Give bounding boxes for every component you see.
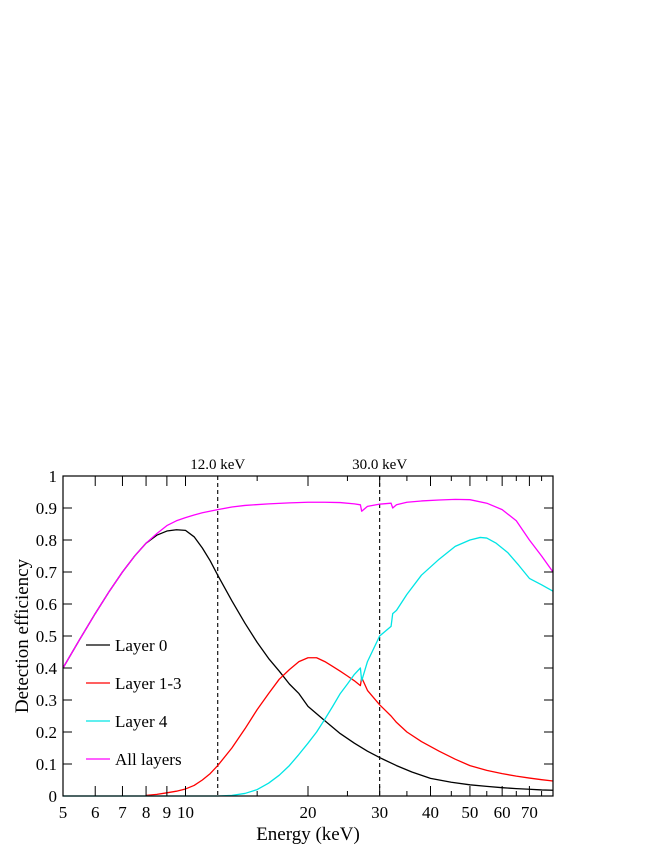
series-lines	[62, 498, 554, 797]
x-tick-label: 70	[521, 803, 538, 822]
marker-label: 12.0 keV	[190, 457, 245, 473]
x-tick-label: 20	[300, 803, 317, 822]
legend-label: Layer 0	[115, 636, 167, 655]
y-tick-label: 0.4	[36, 659, 58, 678]
series-line-layer-4	[63, 536, 554, 797]
y-tick-label: 0.5	[36, 627, 57, 646]
x-tick-label: 60	[494, 803, 511, 822]
y-tick-label: 0.6	[36, 595, 57, 614]
y-axis-title: Detection efficiency	[12, 558, 33, 713]
plot-area: 12.0 keV 30.0 keV 00.10.20.30.40.50.60.70…	[36, 457, 554, 822]
x-tick-label: 6	[91, 803, 100, 822]
x-tick-label: 8	[142, 803, 151, 822]
y-tick-label: 0.9	[36, 499, 57, 518]
x-tick-label: 40	[422, 803, 439, 822]
marker-label: 30.0 keV	[352, 457, 407, 473]
y-tick-label: 0	[49, 787, 58, 806]
x-tick-label: 5	[59, 803, 68, 822]
y-tick-label: 0.3	[36, 691, 57, 710]
x-tick-label: 50	[461, 803, 478, 822]
axis-ticks: 0 0.1 0.2 0.3 0.4 0.5 0.6 0.7 0.8 0.9 1 5 6 7 8 9 10 20 30…	[36, 467, 554, 822]
y-tick-label: 0.2	[36, 723, 57, 742]
x-tick-label: 10	[177, 803, 194, 822]
y-tick-label: 0.7	[36, 563, 58, 582]
series-line-layer-1-3	[146, 657, 554, 797]
x-axis-title: Energy (keV)	[256, 824, 360, 845]
x-tick-label: 9	[163, 803, 172, 822]
legend: Layer 0 Layer 1-3 Layer 4 All layers	[86, 636, 182, 769]
legend-label: Layer 1-3	[115, 674, 182, 693]
x-tick-label: 7	[118, 803, 127, 822]
y-tick-label: 0.1	[36, 755, 57, 774]
y-tick-label: 1	[49, 467, 58, 486]
y-tick-label: 0.8	[36, 531, 57, 550]
marker-lines: 12.0 keV 30.0 keV	[190, 457, 407, 796]
legend-label: Layer 4	[115, 712, 168, 731]
legend-label: All layers	[115, 750, 182, 769]
series-line-all-layers	[62, 498, 554, 669]
x-tick-label: 30	[371, 803, 388, 822]
